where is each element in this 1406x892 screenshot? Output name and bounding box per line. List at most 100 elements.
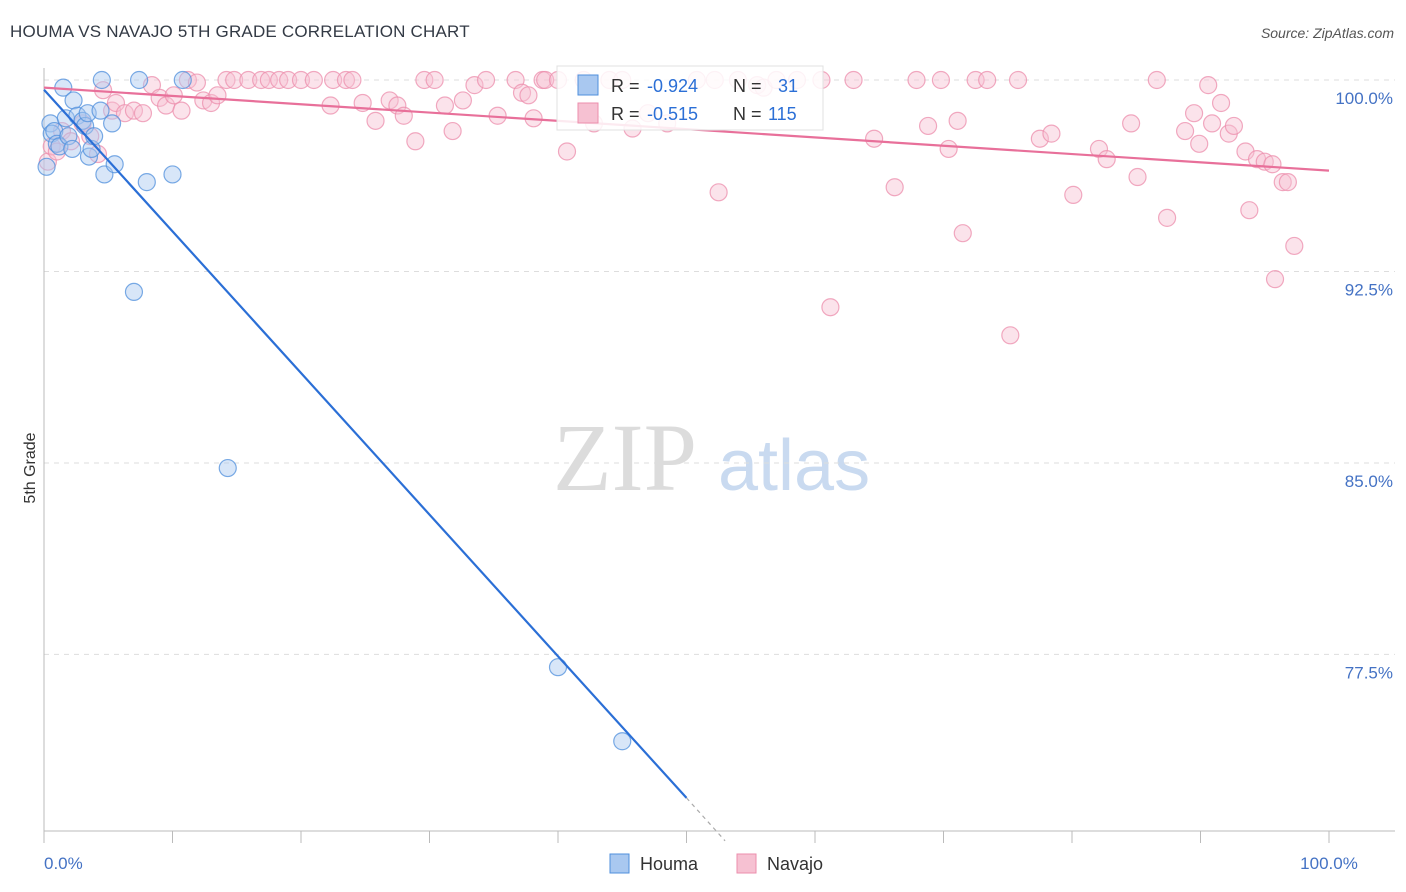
navajo-point — [918, 116, 938, 136]
navajo-point — [252, 70, 271, 90]
stats-legend: R = -0.924 N = 31 R = -0.515 N = 115 — [556, 65, 824, 131]
navajo-point — [1128, 167, 1147, 187]
navajo-point — [61, 132, 81, 151]
houma-point — [137, 173, 156, 192]
navajo-point — [133, 104, 153, 123]
legend-houma-swatch — [609, 853, 630, 874]
navajo-point — [1224, 116, 1244, 136]
navajo-point — [709, 183, 728, 202]
houma-point — [218, 458, 237, 478]
navajo-point — [907, 70, 926, 90]
navajo-point — [1199, 76, 1218, 95]
navajo-point — [1157, 208, 1177, 227]
x-tick-label-min: 0.0% — [44, 854, 83, 873]
houma-point — [103, 114, 122, 133]
houma-point — [85, 127, 104, 146]
navajo-point — [366, 111, 385, 130]
houma-n-label: N = — [733, 76, 762, 96]
y-axis-label: 5th Grade — [22, 432, 39, 503]
navajo-point — [953, 224, 972, 243]
navajo-point — [1263, 155, 1282, 174]
navajo-point — [443, 121, 462, 141]
legend-houma-label: Houma — [640, 854, 699, 874]
houma-point — [105, 155, 124, 174]
navajo-point — [1030, 129, 1049, 148]
navajo-r-value: -0.515 — [647, 104, 698, 124]
houma-trendline-extension — [686, 797, 726, 842]
bottom-legend: Houma Navajo — [609, 853, 823, 874]
navajo-point — [1240, 201, 1259, 220]
x-tick-label-max: 100.0% — [1300, 854, 1358, 873]
houma-r-value: -0.924 — [647, 76, 698, 96]
navajo-point — [1202, 114, 1222, 133]
navajo-point — [476, 70, 496, 90]
stats-legend-box — [556, 65, 824, 131]
navajo-point — [1097, 150, 1116, 169]
axes — [43, 68, 1395, 843]
navajo-point — [1001, 326, 1020, 345]
navajo-point — [324, 70, 343, 90]
navajo-point — [187, 73, 207, 92]
houma-trendline — [43, 88, 688, 799]
houma-point — [129, 70, 149, 90]
legend-navajo-swatch — [736, 853, 757, 874]
navajo-point — [1147, 70, 1166, 90]
gridlines — [44, 79, 1395, 655]
navajo-point — [47, 142, 66, 161]
navajo-point — [557, 142, 577, 161]
houma-point — [64, 91, 83, 110]
navajo-r-label: R = — [611, 104, 640, 124]
x-tick-labels: 0.0% 100.0% — [44, 854, 1358, 873]
navajo-point — [343, 70, 362, 90]
navajo-point — [931, 70, 951, 90]
y-tick-label: 100.0% — [1335, 89, 1393, 108]
y-tick-label: 77.5% — [1345, 663, 1393, 682]
y-tick-label: 85.0% — [1345, 472, 1393, 491]
navajo-point — [978, 70, 997, 90]
watermark-atlas: atlas — [718, 426, 870, 506]
houma-point — [613, 732, 632, 751]
navajo-point — [885, 178, 904, 197]
navajo-point — [453, 91, 473, 110]
navajo-point — [259, 70, 278, 90]
chart-title: HOUMA VS NAVAJO 5TH GRADE CORRELATION CH… — [10, 22, 470, 41]
navajo-point — [1089, 139, 1109, 159]
navajo-point — [304, 70, 323, 90]
houma-point — [173, 70, 192, 90]
navajo-point — [225, 70, 244, 90]
houma-point — [63, 139, 82, 159]
navajo-n-label: N = — [733, 104, 762, 124]
navajo-point — [1184, 104, 1204, 123]
navajo-swatch — [577, 102, 599, 124]
navajo-point — [279, 70, 298, 90]
navajo-point — [208, 86, 227, 105]
navajo-point — [1265, 270, 1285, 289]
navajo-point — [291, 70, 311, 90]
navajo-point — [948, 111, 967, 130]
legend-navajo-label: Navajo — [767, 854, 823, 874]
navajo-point — [1175, 121, 1195, 141]
navajo-point — [536, 70, 555, 90]
navajo-point — [1285, 236, 1304, 256]
navajo-point — [1278, 173, 1297, 192]
navajo-point — [939, 139, 958, 159]
navajo-n-value: 115 — [768, 104, 797, 124]
watermark: ZIP atlas — [553, 404, 870, 511]
houma-points — [37, 70, 632, 751]
y-tick-label: 92.5% — [1345, 280, 1393, 299]
navajo-point — [172, 101, 191, 120]
navajo-point — [1273, 173, 1292, 192]
navajo-point — [865, 129, 884, 148]
houma-point — [163, 165, 182, 184]
navajo-point — [1190, 134, 1209, 153]
navajo-point — [336, 70, 356, 90]
navajo-point — [1008, 70, 1028, 90]
houma-point — [124, 282, 144, 301]
navajo-point — [435, 96, 455, 115]
houma-n-value: 31 — [778, 76, 798, 96]
navajo-point — [465, 76, 484, 95]
y-tick-labels: 100.0% 92.5% 85.0% 77.5% — [1335, 89, 1393, 682]
houma-swatch — [577, 74, 599, 96]
navajo-point — [1042, 124, 1061, 143]
